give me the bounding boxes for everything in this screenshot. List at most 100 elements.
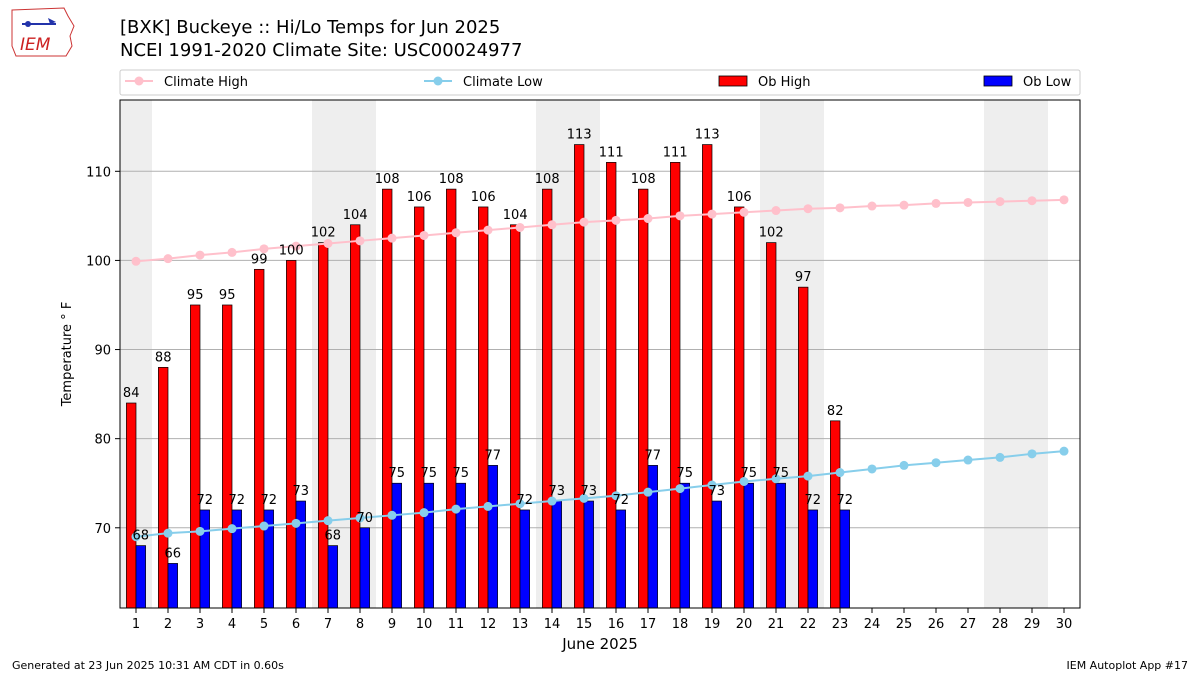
x-tick-label: 2 [164, 617, 172, 632]
climate-low-point-day-18 [675, 484, 685, 494]
ob-low-bar-day-11 [455, 482, 466, 609]
ob-high-label-day-23: 82 [827, 404, 844, 419]
ob-high-label-day-11: 108 [439, 172, 464, 187]
climate-high-point-day-8 [355, 236, 365, 246]
climate-low-point-day-11 [451, 504, 461, 514]
x-tick-label: 18 [672, 617, 689, 632]
ob-low-bar-day-8 [359, 527, 370, 609]
ob-low-bar-day-17 [647, 465, 658, 609]
ob-low-bar-day-19 [711, 500, 722, 609]
x-tick-label: 15 [576, 617, 593, 632]
x-axis-label: June 2025 [561, 635, 638, 653]
legend-climate-low-label: Climate Low [463, 75, 543, 90]
legend-climate-high: Climate High [125, 75, 248, 90]
ob-low-bar-day-22 [807, 509, 818, 609]
ob-high-bar-day-1 [126, 402, 137, 609]
climate-high-point-day-5 [259, 244, 269, 254]
climate-low-point-day-26 [931, 458, 941, 468]
ob-low-bar-day-18 [679, 482, 690, 609]
ob-high-label-day-8: 104 [343, 208, 368, 223]
climate-low-point-day-5 [259, 521, 269, 531]
x-tick-label: 28 [992, 617, 1009, 632]
legend: Climate High Climate Low Ob High Ob Low [119, 69, 1081, 96]
climate-low-point-day-4 [227, 524, 237, 534]
ob-low-bar-day-2 [167, 563, 178, 609]
legend-ob-low: Ob Low [983, 75, 1072, 90]
x-tick-label: 14 [544, 617, 561, 632]
climate-low-point-day-10 [419, 508, 429, 518]
iem-logo: IEM [11, 7, 75, 57]
generated-footer: Generated at 23 Jun 2025 10:31 AM CDT in… [12, 659, 284, 672]
ob-low-label-day-10: 75 [421, 466, 438, 481]
ob-high-label-day-7: 102 [311, 226, 336, 241]
ob-high-bar-day-12 [478, 206, 489, 609]
climate-high-point-day-28 [995, 197, 1005, 207]
ob-low-label-day-9: 75 [389, 466, 406, 481]
climate-high-point-day-10 [419, 230, 429, 240]
climate-low-point-day-22 [803, 471, 813, 481]
climate-high-point-day-14 [547, 220, 557, 230]
ob-high-label-day-12: 106 [471, 190, 496, 205]
x-tick-label: 10 [416, 617, 433, 632]
chart-subtitle: NCEI 1991-2020 Climate Site: USC00024977 [120, 40, 523, 61]
ob-high-label-day-18: 111 [663, 145, 688, 160]
x-tick-label: 23 [832, 617, 849, 632]
climate-low-point-day-12 [483, 501, 493, 511]
climate-low-point-day-20 [739, 476, 749, 486]
ob-low-label-day-12: 77 [485, 448, 502, 463]
climate-high-point-day-3 [195, 250, 205, 260]
ob-high-label-day-10: 106 [407, 190, 432, 205]
ob-low-bar-day-13 [519, 509, 530, 609]
climate-high-point-day-7 [323, 238, 333, 248]
ob-high-bar-day-21 [766, 242, 777, 609]
climate-high-point-day-1 [131, 256, 141, 266]
legend-climate-high-label: Climate High [164, 75, 248, 90]
x-tick-label: 9 [388, 617, 396, 632]
climate-low-point-day-13 [515, 499, 525, 509]
climate-high-point-day-29 [1027, 196, 1037, 206]
ob-high-bar-day-8 [350, 224, 361, 609]
ob-low-bar-day-6 [295, 500, 306, 609]
ob-high-label-day-3: 95 [187, 288, 204, 303]
climate-high-point-day-6 [291, 241, 301, 251]
legend-ob-low-label: Ob Low [1023, 75, 1072, 90]
x-tick-label: 17 [640, 617, 657, 632]
ob-high-bar-day-4 [222, 304, 233, 609]
x-tick-label: 24 [864, 617, 881, 632]
ob-high-bar-day-6 [286, 260, 297, 609]
ob-high-label-day-1: 84 [123, 386, 140, 401]
x-tick-label: 25 [896, 617, 913, 632]
bars [126, 144, 850, 609]
climate-high-point-day-9 [387, 233, 397, 243]
x-tick-label: 21 [768, 617, 785, 632]
climate-high-point-day-24 [867, 201, 877, 211]
ob-low-label-day-7: 68 [325, 529, 342, 544]
climate-low-point-day-24 [867, 464, 877, 474]
y-tick-label: 100 [86, 254, 111, 269]
climate-high-point-day-19 [707, 209, 717, 219]
climate-low-point-day-6 [291, 518, 301, 528]
x-tick-label: 26 [928, 617, 945, 632]
climate-low-point-day-8 [355, 513, 365, 523]
climate-low-point-day-29 [1027, 449, 1037, 459]
legend-ob-high: Ob High [718, 75, 811, 90]
climate-low-point-day-7 [323, 516, 333, 526]
climate-low-point-day-1 [131, 532, 141, 542]
legend-ob-high-label: Ob High [758, 75, 811, 90]
climate-low-point-day-14 [547, 496, 557, 506]
ob-high-label-day-2: 88 [155, 350, 172, 365]
climate-high-point-day-4 [227, 247, 237, 257]
ob-high-bar-day-7 [318, 242, 329, 609]
climate-low-point-day-30 [1059, 446, 1069, 456]
climate-low-point-day-9 [387, 510, 397, 520]
x-tick-label: 8 [356, 617, 364, 632]
ob-low-label-day-13: 72 [517, 493, 534, 508]
data-labels: 84 88 95 95 99 100 102 104 108 106 108 106 104 108 113… [123, 128, 853, 562]
ob-low-bar-day-20 [743, 482, 754, 609]
ob-high-bar-day-9 [382, 188, 393, 609]
ob-low-bar-day-12 [487, 465, 498, 609]
weekend-shade-day-28 [984, 100, 1016, 608]
climate-low-point-day-17 [643, 487, 653, 497]
x-tick-label: 22 [800, 617, 817, 632]
